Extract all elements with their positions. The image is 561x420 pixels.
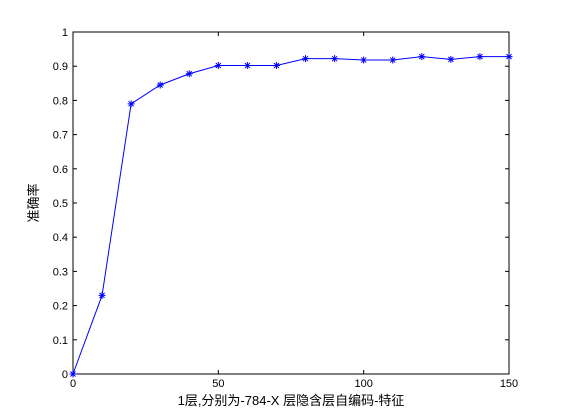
x-tick-label: 100 <box>354 378 372 390</box>
y-axis-label: 准确率 <box>26 183 41 222</box>
y-tick-label: 0.4 <box>53 232 68 244</box>
x-axis-label: 1层,分别为-784-X 层隐含层自编码-特征 <box>178 393 405 408</box>
data-point-marker <box>156 81 164 89</box>
data-point-marker <box>360 56 368 64</box>
y-tick-label: 0.1 <box>53 335 68 347</box>
data-point-marker <box>214 62 222 70</box>
data-point-marker <box>505 53 513 61</box>
y-tick-label: 0.9 <box>53 61 68 73</box>
x-tick-label: 0 <box>70 378 76 390</box>
y-tick-label: 0.7 <box>53 130 68 142</box>
data-point-marker <box>98 291 106 299</box>
y-tick-label: 0.6 <box>53 164 68 176</box>
plot-area: 0 50 100 150 0 0.1 0.2 0.3 0.4 0.5 0.6 0.7 0.8 0.9 1 <box>53 27 518 390</box>
y-tick-label: 1 <box>62 27 68 39</box>
x-tick-label: 50 <box>212 378 224 390</box>
y-tick-label: 0.5 <box>53 198 68 210</box>
y-tick-label: 0.3 <box>53 266 68 278</box>
series-line <box>72 56 509 375</box>
y-tick-label: 0.8 <box>53 95 68 107</box>
data-point-marker <box>447 55 455 63</box>
data-point-marker <box>185 70 193 78</box>
data-point-marker <box>331 55 339 63</box>
data-point-marker <box>418 53 426 61</box>
data-point-marker <box>302 55 310 63</box>
y-tick-label: 0 <box>62 369 68 381</box>
data-point-marker <box>476 53 484 61</box>
data-point-marker <box>243 62 251 70</box>
data-point-marker <box>69 370 77 378</box>
y-tick-label: 0.2 <box>53 301 68 313</box>
data-point-marker <box>272 62 280 70</box>
data-point-marker <box>127 100 135 108</box>
data-point-marker <box>389 56 397 64</box>
x-tick-label: 150 <box>500 378 518 390</box>
